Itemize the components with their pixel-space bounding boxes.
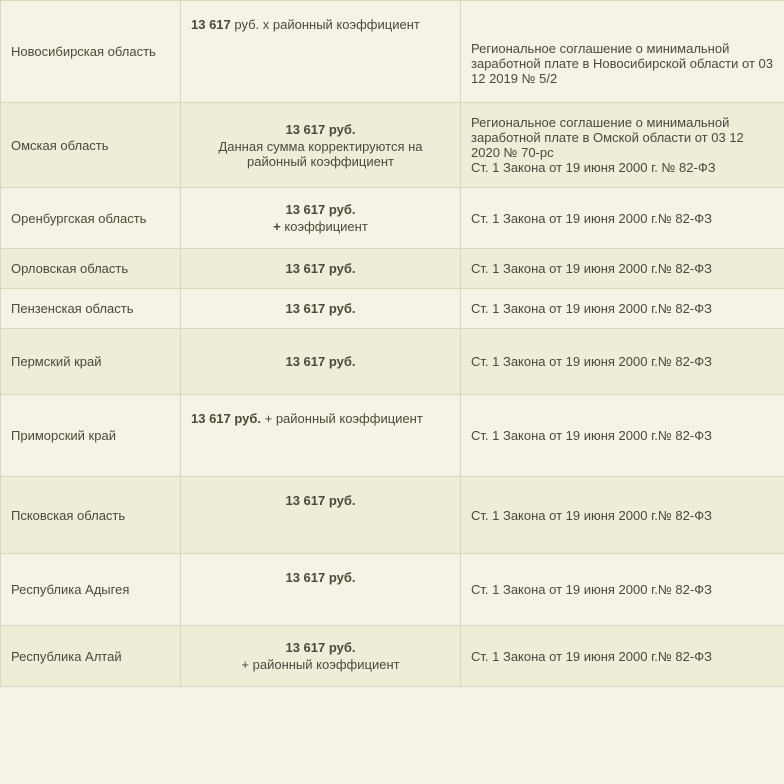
table-row: Пензенская область 13 617 руб. Ст. 1 Зак… bbox=[1, 289, 784, 329]
basis-cell: Ст. 1 Закона от 19 июня 2000 г.№ 82-ФЗ bbox=[461, 188, 784, 249]
amount-cell: 13 617 руб. bbox=[181, 329, 461, 395]
amount-suffix: + районный коэффициент bbox=[261, 411, 423, 426]
basis-cell: Ст. 1 Закона от 19 июня 2000 г.№ 82-ФЗ bbox=[461, 289, 784, 329]
amount-note: + коэффициент bbox=[191, 219, 450, 234]
amount-value: 13 617 bbox=[191, 17, 231, 32]
basis-cell: Ст. 1 Закона от 19 июня 2000 г.№ 82-ФЗ bbox=[461, 329, 784, 395]
region-cell: Новосибирская область bbox=[1, 1, 181, 103]
table-row: Новосибирская область 13 617 руб. х райо… bbox=[1, 1, 784, 103]
region-cell: Оренбургская область bbox=[1, 188, 181, 249]
amount-note: + районный коэффициент bbox=[191, 657, 450, 672]
table-row: Республика Адыгея 13 617 руб. Ст. 1 Зако… bbox=[1, 554, 784, 626]
amount-cell: 13 617 руб. bbox=[181, 249, 461, 289]
table-row: Омская область 13 617 руб. Данная сумма … bbox=[1, 103, 784, 188]
region-cell: Республика Адыгея bbox=[1, 554, 181, 626]
table-row: Псковская область 13 617 руб. Ст. 1 Зако… bbox=[1, 477, 784, 554]
table-row: Республика Алтай 13 617 руб. + районный … bbox=[1, 626, 784, 687]
region-cell: Республика Алтай bbox=[1, 626, 181, 687]
amount-cell: 13 617 руб. Данная сумма корректируются … bbox=[181, 103, 461, 188]
basis-cell: Ст. 1 Закона от 19 июня 2000 г.№ 82-ФЗ bbox=[461, 249, 784, 289]
amount-cell: 13 617 руб. х районный коэффициент bbox=[181, 1, 461, 103]
basis-cell: Региональное соглашение о минимальной за… bbox=[461, 103, 784, 188]
amount-value: 13 617 руб. bbox=[285, 354, 355, 369]
region-cell: Псковская область bbox=[1, 477, 181, 554]
amount-note: Данная сумма корректируются на районный … bbox=[191, 139, 450, 169]
amount-cell: 13 617 руб. bbox=[181, 477, 461, 554]
table-row: Орловская область 13 617 руб. Ст. 1 Зако… bbox=[1, 249, 784, 289]
basis-cell: Ст. 1 Закона от 19 июня 2000 г.№ 82-ФЗ bbox=[461, 554, 784, 626]
amount-value: 13 617 руб. bbox=[285, 570, 355, 585]
wage-table: Новосибирская область 13 617 руб. х райо… bbox=[0, 0, 784, 687]
amount-cell: 13 617 руб. + районный коэффициент bbox=[181, 395, 461, 477]
amount-value: 13 617 руб. bbox=[285, 301, 355, 316]
amount-suffix: руб. х районный коэффициент bbox=[231, 17, 420, 32]
region-cell: Приморский край bbox=[1, 395, 181, 477]
table-row: Приморский край 13 617 руб. + районный к… bbox=[1, 395, 784, 477]
amount-cell: 13 617 руб. bbox=[181, 554, 461, 626]
amount-value: 13 617 руб. bbox=[191, 411, 261, 426]
region-cell: Пермский край bbox=[1, 329, 181, 395]
amount-cell: 13 617 руб. bbox=[181, 289, 461, 329]
amount-value: 13 617 руб. bbox=[191, 202, 450, 217]
region-cell: Орловская область bbox=[1, 249, 181, 289]
amount-value: 13 617 руб. bbox=[191, 640, 450, 655]
basis-cell: Ст. 1 Закона от 19 июня 2000 г.№ 82-ФЗ bbox=[461, 626, 784, 687]
region-cell: Омская область bbox=[1, 103, 181, 188]
table-row: Пермский край 13 617 руб. Ст. 1 Закона о… bbox=[1, 329, 784, 395]
region-cell: Пензенская область bbox=[1, 289, 181, 329]
basis-line: Региональное соглашение о минимальной за… bbox=[471, 115, 774, 160]
amount-cell: 13 617 руб. + коэффициент bbox=[181, 188, 461, 249]
amount-cell: 13 617 руб. + районный коэффициент bbox=[181, 626, 461, 687]
amount-value: 13 617 руб. bbox=[191, 122, 450, 137]
amount-value: 13 617 руб. bbox=[285, 493, 355, 508]
table-body: Новосибирская область 13 617 руб. х райо… bbox=[1, 1, 784, 687]
basis-line: Ст. 1 Закона от 19 июня 2000 г. № 82-ФЗ bbox=[471, 160, 774, 175]
table-row: Оренбургская область 13 617 руб. + коэфф… bbox=[1, 188, 784, 249]
amount-value: 13 617 руб. bbox=[285, 261, 355, 276]
basis-cell: Ст. 1 Закона от 19 июня 2000 г.№ 82-ФЗ bbox=[461, 477, 784, 554]
basis-cell: Региональное соглашение о минимальной за… bbox=[461, 1, 784, 103]
basis-cell: Ст. 1 Закона от 19 июня 2000 г.№ 82-ФЗ bbox=[461, 395, 784, 477]
